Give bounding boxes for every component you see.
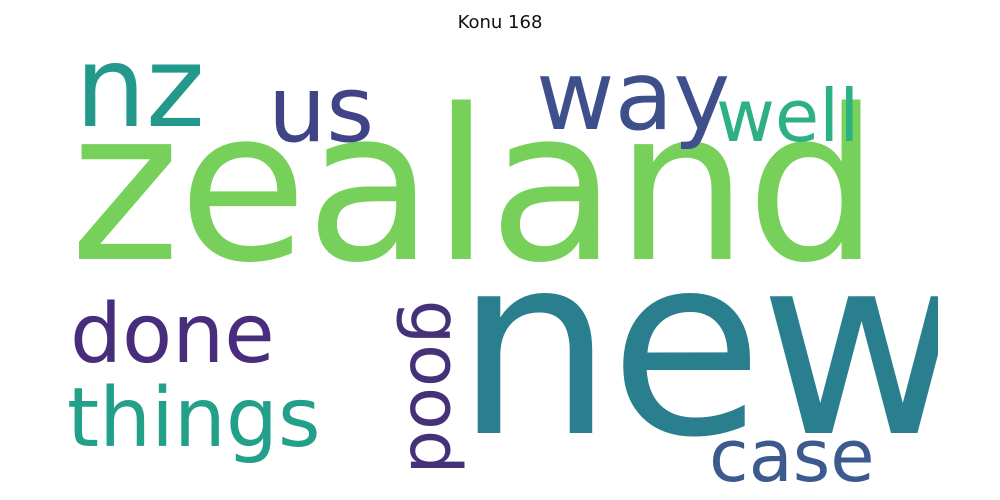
word-nz: nz bbox=[75, 26, 205, 153]
word-case: case bbox=[709, 414, 875, 494]
word-way: way bbox=[536, 40, 731, 152]
chart-title: Konu 168 bbox=[457, 12, 543, 33]
word-good: good bbox=[394, 299, 476, 475]
word-well: well bbox=[716, 74, 860, 158]
word-us: us bbox=[268, 56, 375, 163]
word-things: things bbox=[67, 371, 321, 466]
word-zealand: zealand bbox=[70, 64, 880, 309]
word-new: new bbox=[455, 201, 938, 492]
word-cloud: zealand new nz us way well done things g… bbox=[62, 26, 938, 494]
word-done: done bbox=[70, 287, 275, 382]
